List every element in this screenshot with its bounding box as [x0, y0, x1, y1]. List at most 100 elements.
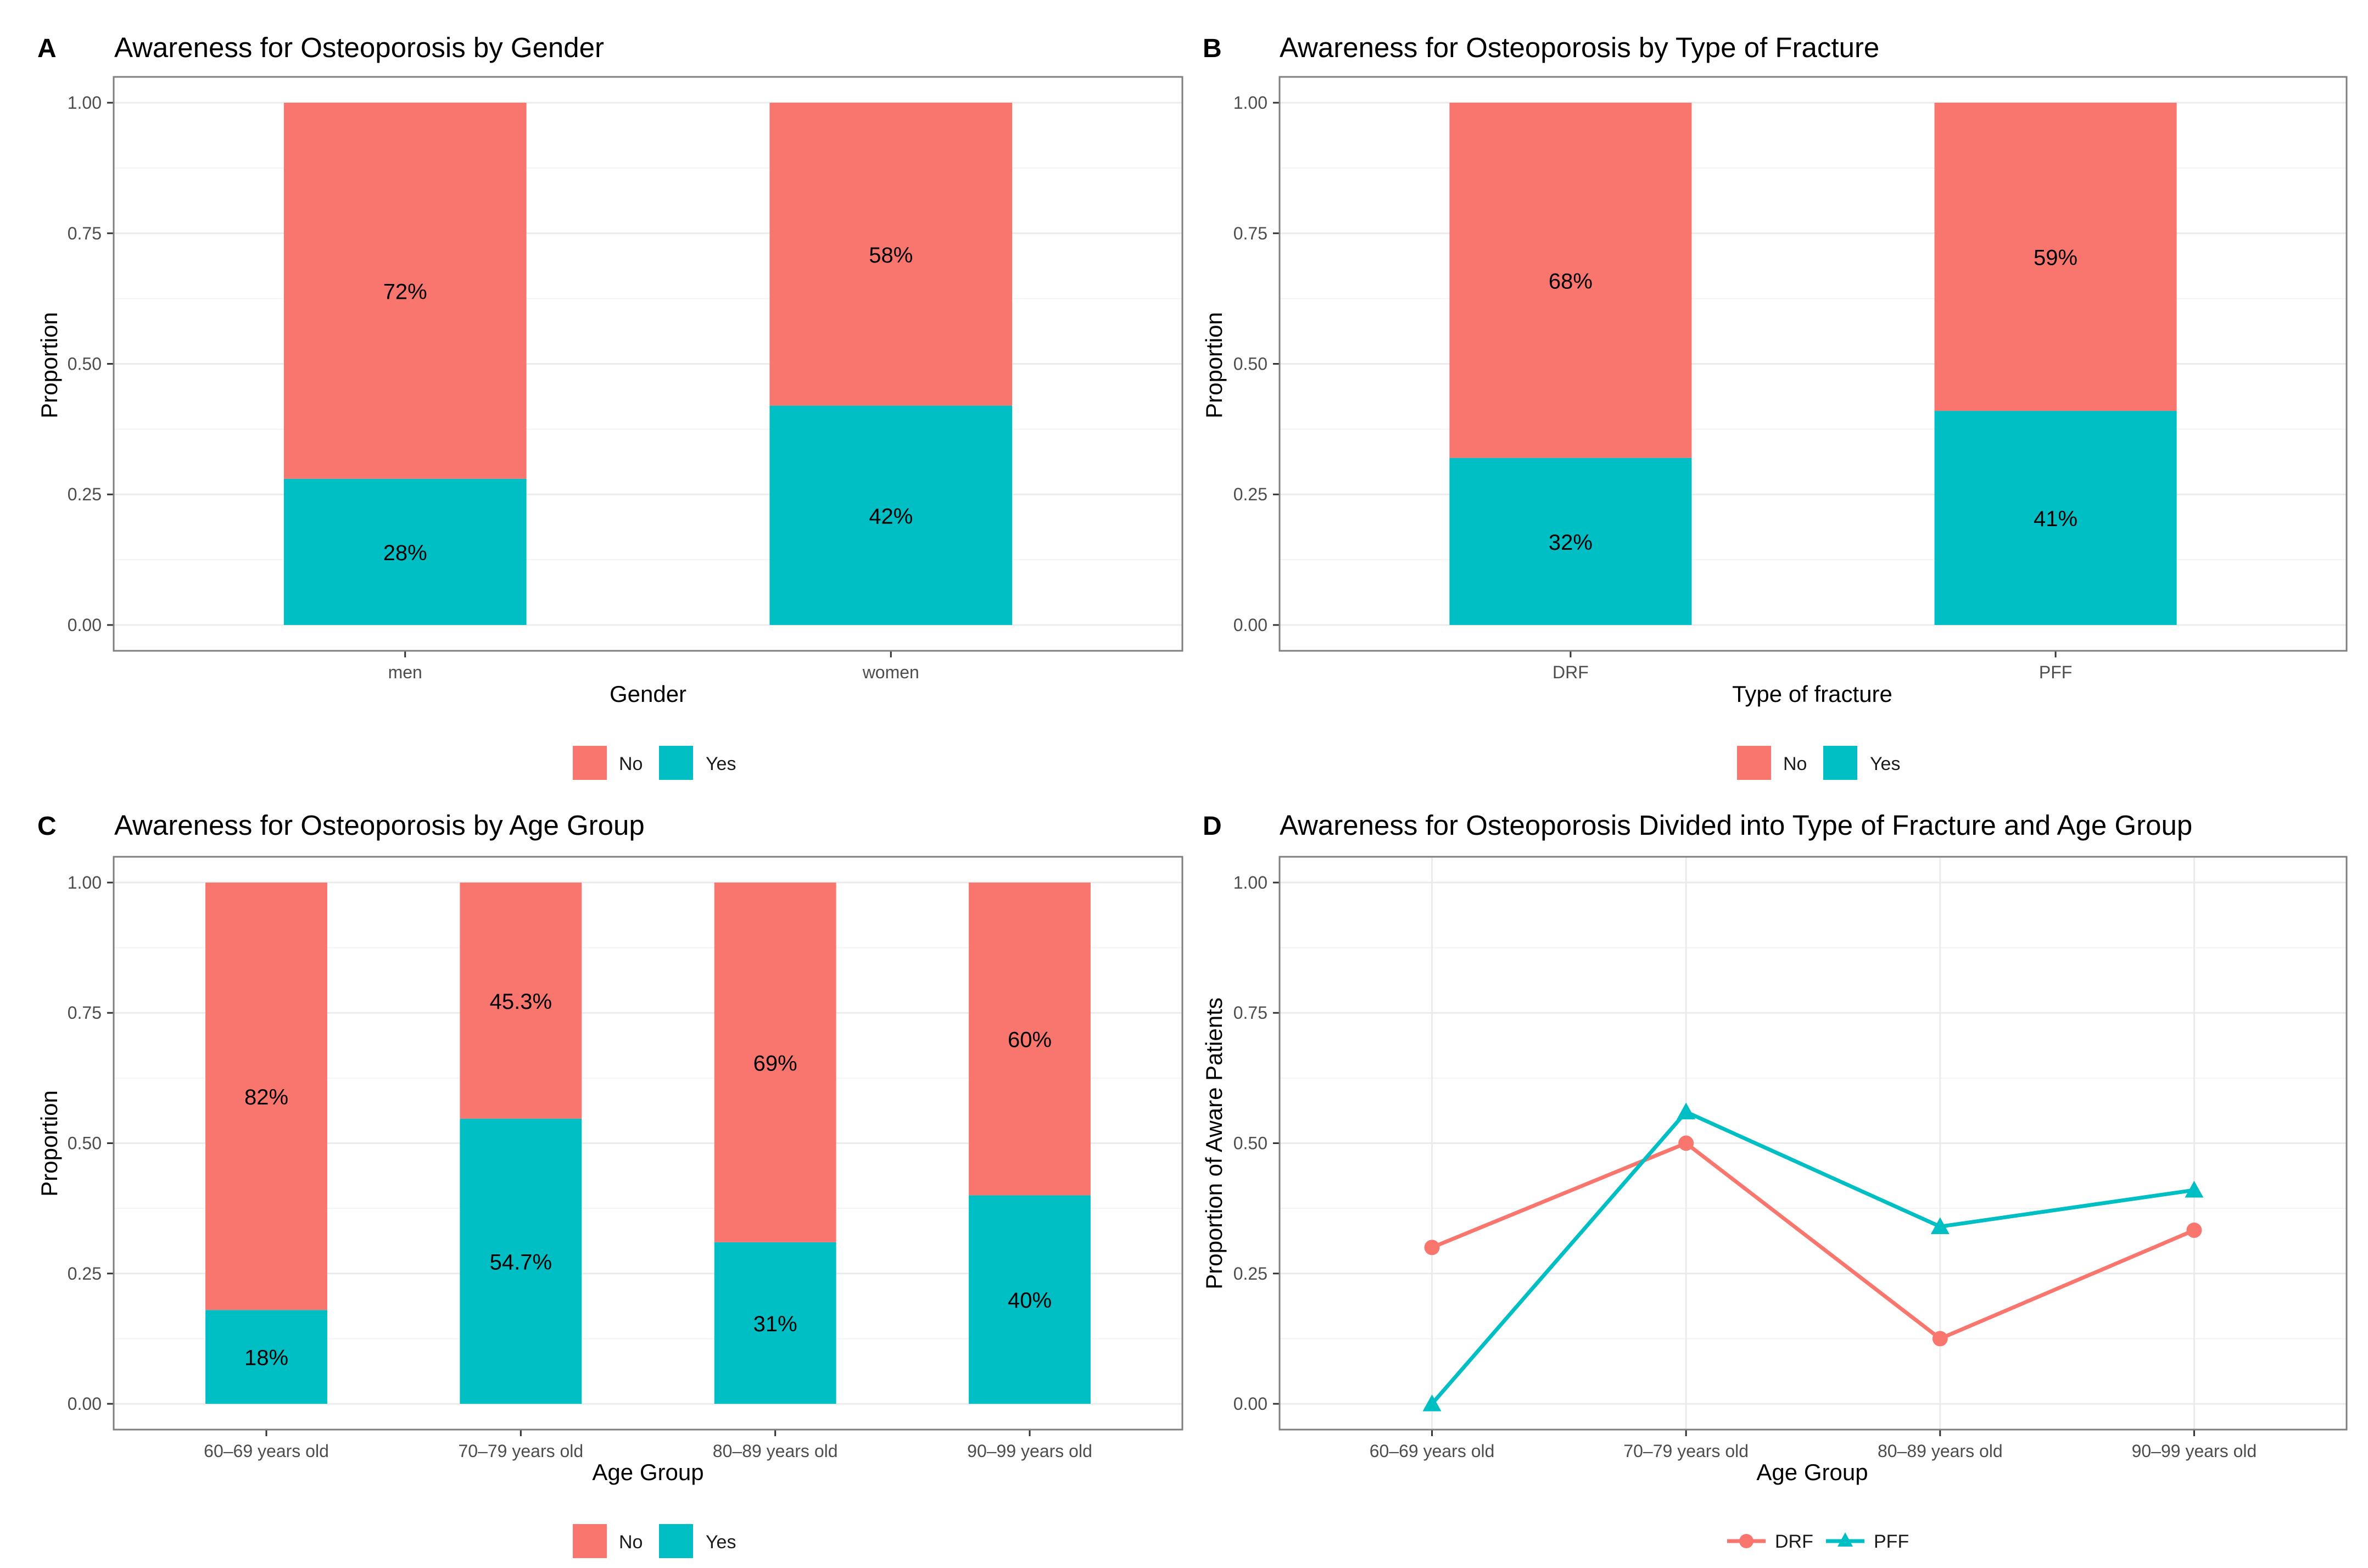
- data-label-no-b: 68%: [1549, 269, 1593, 293]
- panel-title-b: Awareness for Osteoporosis by Type of Fr…: [1280, 32, 1879, 63]
- point-pff: [2185, 1180, 2204, 1198]
- legend-label-yes-a: Yes: [706, 754, 736, 774]
- legend-key-yes-b: [1823, 746, 1857, 780]
- data-label-no-c: 45.3%: [490, 990, 552, 1014]
- y-tick-label-c: 0.50: [68, 1134, 102, 1153]
- bar-no-b: [1449, 103, 1692, 458]
- legend-key-no-a: [573, 746, 607, 780]
- legend-label-no-a: No: [619, 754, 643, 774]
- data-label-yes-b: 41%: [2034, 507, 2077, 531]
- x-tick-label-c: 70–79 years old: [458, 1441, 583, 1461]
- y-tick-label-a: 0.00: [68, 615, 102, 635]
- legend-key-marker-pff: [1838, 1532, 1853, 1547]
- legend-label-drf: DRF: [1775, 1531, 1813, 1552]
- legend-label-no-c: No: [619, 1532, 643, 1553]
- bar-yes-a: [283, 478, 527, 625]
- data-label-yes-c: 31%: [753, 1312, 797, 1336]
- y-tick-label-c: 0.00: [68, 1394, 102, 1414]
- series-line-drf: [1431, 1141, 2195, 1341]
- plot-b: 0.00 0.25 0.50 0.75 1.00 DRF PFF 32% 68% 41% 59%: [1233, 76, 2348, 682]
- y-tick-label-b: 0.50: [1233, 354, 1267, 374]
- x-tick-label-d: 60–69 years old: [1370, 1441, 1495, 1461]
- legend-c: No Yes: [573, 1524, 736, 1558]
- series-line-pff: [1430, 1110, 2194, 1405]
- x-tick-label-c: 90–99 years old: [967, 1441, 1092, 1461]
- data-label-yes-c: 54.7%: [490, 1250, 552, 1274]
- y-tick-label-a: 0.25: [68, 484, 102, 504]
- bar-yes-c: [460, 1118, 582, 1404]
- legend-label-yes-b: Yes: [1870, 754, 1900, 774]
- data-label-no-c: 69%: [753, 1051, 797, 1075]
- data-label-no-a: 58%: [869, 243, 913, 267]
- axis-title-y-a: Proportion: [36, 312, 62, 418]
- panel-title-c: Awareness for Osteoporosis by Age Group: [114, 810, 645, 841]
- data-label-no-b: 59%: [2034, 246, 2077, 270]
- axis-title-y-d: Proportion of Aware Patients: [1201, 997, 1227, 1290]
- legend-key-yes-a: [659, 746, 693, 780]
- bar-no-a: [769, 103, 1013, 406]
- legend-label-no-b: No: [1783, 754, 1807, 774]
- point-pff: [1677, 1102, 1696, 1120]
- point-drf: [1424, 1240, 1440, 1255]
- point-drf: [1932, 1331, 1948, 1347]
- axis-title-x-b: Type of fracture: [1732, 681, 1892, 707]
- panel-border-c: [113, 856, 1183, 1431]
- bar-yes-c: [205, 1310, 327, 1404]
- bar-yes-a: [769, 405, 1013, 625]
- data-label-no-c: 82%: [244, 1085, 288, 1109]
- legend-key-yes-c: [659, 1524, 693, 1558]
- x-tick-label-c: 60–69 years old: [204, 1441, 329, 1461]
- data-label-yes-b: 32%: [1549, 531, 1593, 555]
- x-tick-label-c: 80–89 years old: [713, 1441, 838, 1461]
- panel-border-a: [113, 76, 1183, 652]
- bar-yes-b: [1449, 457, 1692, 625]
- data-label-yes-c: 18%: [244, 1346, 288, 1370]
- y-tick-label-d: 1.00: [1233, 873, 1267, 892]
- x-tick-label-b: PFF: [2039, 662, 2072, 682]
- plot-a: 0.00 0.25 0.50 0.75 1.00 men women 28% 72% 42% 58%: [68, 76, 1183, 682]
- bar-no-c: [205, 882, 327, 1310]
- x-tick-label-d: 90–99 years old: [2132, 1441, 2257, 1461]
- y-tick-label-a: 1.00: [68, 93, 102, 113]
- x-tick-label-a: women: [862, 662, 919, 682]
- y-tick-label-d: 0.75: [1233, 1003, 1267, 1023]
- data-label-yes-a: 28%: [383, 541, 427, 565]
- data-label-no-a: 72%: [383, 280, 427, 304]
- legend-key-no-c: [573, 1524, 607, 1558]
- y-tick-label-c: 0.25: [68, 1264, 102, 1284]
- x-tick-label-a: men: [388, 662, 422, 682]
- legend-key-no-b: [1737, 746, 1771, 780]
- point-drf: [1678, 1135, 1694, 1151]
- data-label-yes-c: 40%: [1008, 1288, 1052, 1313]
- bar-no-c: [714, 882, 836, 1242]
- y-tick-label-a: 0.50: [68, 354, 102, 374]
- legend-b: No Yes: [1737, 746, 1900, 780]
- y-tick-label-d: 0.25: [1233, 1264, 1267, 1284]
- y-tick-label-b: 0.25: [1233, 484, 1267, 504]
- plot-d: 0.00 0.25 0.50 0.75 1.00 60–69 years old 70–79…: [1233, 856, 2348, 1461]
- y-tick-label-b: 1.00: [1233, 93, 1267, 113]
- plot-c: 0.00 0.25 0.50 0.75 1.00 60–69 years old 70–79…: [68, 856, 1183, 1461]
- panel-border-b: [1278, 76, 2348, 652]
- axis-title-x-a: Gender: [610, 681, 686, 707]
- legend-a: No Yes: [573, 746, 736, 780]
- y-tick-label-a: 0.75: [68, 224, 102, 243]
- bar-yes-b: [1934, 411, 2177, 625]
- x-tick-label-d: 80–89 years old: [1878, 1441, 2003, 1461]
- axis-title-x-c: Age Group: [592, 1459, 703, 1485]
- bar-no-b: [1934, 103, 2177, 411]
- y-tick-label-c: 0.75: [68, 1003, 102, 1023]
- panel-tag-c: C: [37, 812, 57, 841]
- axis-title-y-b: Proportion: [1201, 312, 1227, 418]
- point-pff: [1930, 1217, 1950, 1234]
- point-drf: [2186, 1223, 2202, 1238]
- y-tick-label-d: 0.50: [1233, 1134, 1267, 1153]
- panel-title-a: Awareness for Osteoporosis by Gender: [114, 32, 604, 63]
- panel-tag-a: A: [37, 34, 57, 63]
- x-tick-label-b: DRF: [1552, 662, 1589, 682]
- legend-key-marker-drf: [1739, 1534, 1753, 1548]
- data-label-yes-a: 42%: [869, 504, 913, 528]
- point-pff: [1422, 1394, 1442, 1411]
- y-tick-label-b: 0.00: [1233, 615, 1267, 635]
